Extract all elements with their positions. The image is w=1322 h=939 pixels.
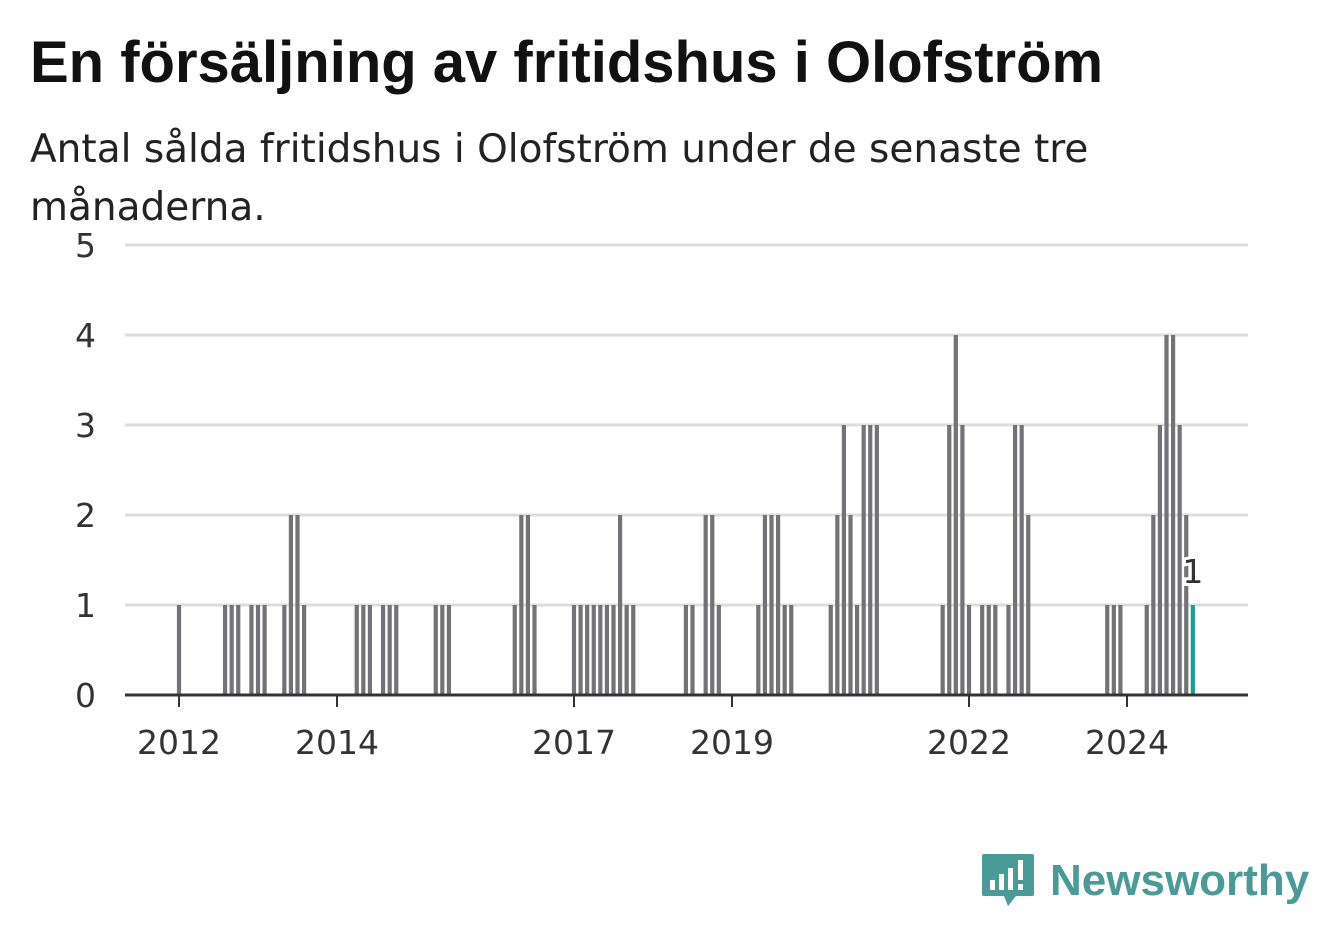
bar [993,605,998,695]
bar [703,515,708,695]
bar [367,605,373,695]
bar [288,515,294,695]
bar [354,605,359,695]
bar [854,605,860,695]
bar [874,425,879,695]
bar [756,605,761,695]
bar [848,515,853,695]
bar [525,515,531,695]
bar [1006,605,1011,695]
bar [578,605,583,695]
bar [841,425,847,695]
chart-subtitle: Antal sålda fritidshus i Olofström under… [30,127,1089,230]
bar [1111,605,1116,695]
bar [789,605,794,695]
x-tick-label: 2012 [137,723,221,762]
bar [716,605,721,695]
bar [301,605,307,695]
bar [262,605,267,695]
bar [1170,335,1176,695]
bar [769,515,774,695]
bar [631,605,636,695]
bar [782,605,787,695]
bar [868,425,873,695]
brand-logo: Newsworthy [980,850,1309,912]
bar [532,605,537,695]
bar [953,335,958,695]
bar [762,515,768,695]
bar [1026,515,1031,695]
bar [1157,425,1163,695]
bar [1105,605,1110,695]
bar [229,605,234,695]
bar [835,515,840,695]
x-tick-label: 2022 [927,723,1011,762]
bar [960,425,965,695]
bar [519,515,524,695]
bar-highlight [1190,605,1195,695]
x-tick-label: 2017 [532,723,616,762]
bar [591,605,596,695]
bar [446,605,452,695]
bar [571,605,577,695]
bar [512,605,517,695]
bar [624,605,629,695]
bar [433,605,438,695]
bar [828,605,833,695]
bar [282,605,287,695]
bar [1012,425,1018,695]
bar [255,605,261,695]
bar [1144,605,1149,695]
bar [617,515,623,695]
bar [1164,335,1169,695]
chart-title: En försäljning av fritidshus i Olofström [30,30,1104,95]
bar [361,605,366,695]
x-tick-label: 2024 [1085,723,1169,762]
bar [176,605,182,695]
y-tick-label: 1 [75,586,96,625]
bar [1177,425,1182,695]
bar [775,515,781,695]
y-tick-label: 0 [75,676,96,715]
data-label: 1 [1182,552,1203,591]
bar [690,605,695,695]
bar [611,605,616,695]
bar [683,605,689,695]
bar [440,605,445,695]
x-tick-label: 2014 [295,723,379,762]
bar [1019,425,1024,695]
bar [861,425,866,695]
bar [598,605,603,695]
bar [1184,515,1189,695]
bar [1151,515,1156,695]
bar [1118,605,1123,695]
y-tick-label: 4 [75,316,96,355]
brand-name: Newsworthy [1050,856,1310,905]
y-tick-label: 2 [75,496,96,535]
y-tick-label: 3 [75,406,96,445]
bar [604,605,610,695]
bar [940,605,945,695]
bar [966,605,972,695]
newsworthy-logo-icon [982,854,1034,906]
bar [980,605,985,695]
y-tick-label: 5 [75,226,96,265]
bar [295,515,300,695]
bar [380,605,386,695]
bar [585,605,590,695]
bar [394,605,399,695]
bar [222,605,228,695]
bar [710,515,715,695]
bar [986,605,991,695]
bar [387,605,392,695]
bar [947,425,952,695]
x-tick-label: 2019 [690,723,774,762]
bar-chart: 0 1 2 3 4 5 2012 2014 2017 2019 2022 2024 1 [75,226,1248,762]
bar [236,605,241,695]
bar [249,605,254,695]
